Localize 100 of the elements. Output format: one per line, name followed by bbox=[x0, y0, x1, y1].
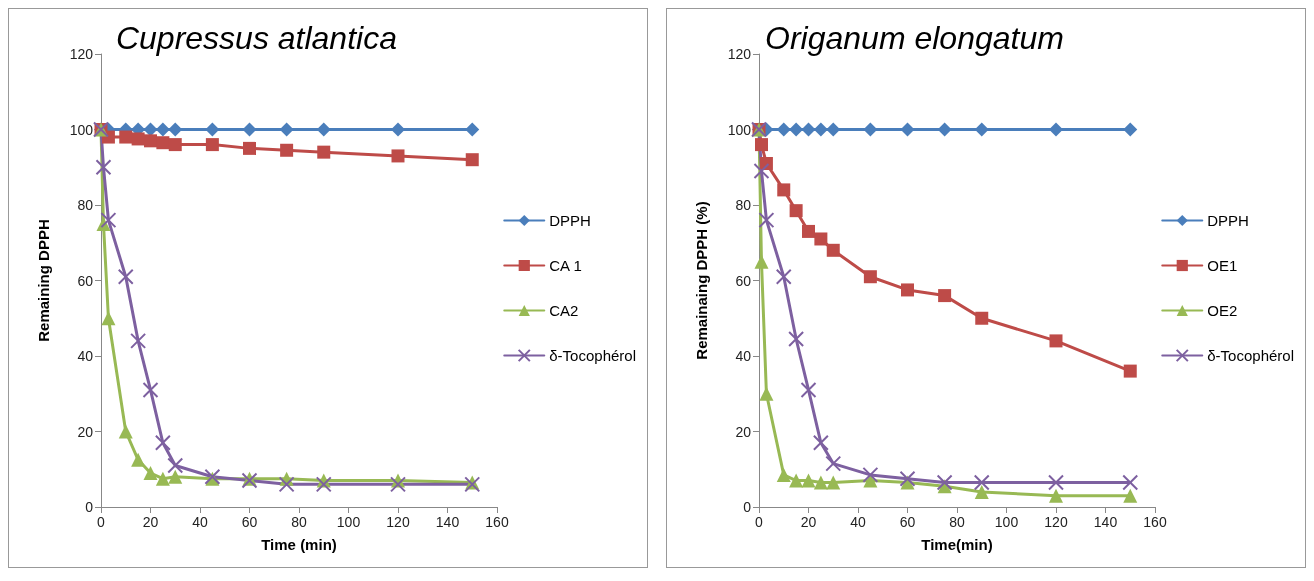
y-axis-title: Remaining DPPH bbox=[35, 219, 52, 342]
point bbox=[278, 476, 295, 493]
y-tick-label: 120 bbox=[727, 46, 752, 62]
point bbox=[1122, 474, 1139, 491]
point bbox=[1049, 122, 1063, 137]
point bbox=[826, 475, 841, 490]
point bbox=[863, 122, 878, 137]
point bbox=[465, 153, 479, 167]
y-tick-label: 100 bbox=[69, 121, 94, 138]
legend-label: DPPH bbox=[1207, 212, 1249, 229]
x-tick-label: 0 bbox=[97, 514, 106, 530]
point bbox=[974, 122, 989, 137]
point bbox=[118, 424, 133, 439]
point bbox=[317, 145, 331, 159]
y-tick-label: 40 bbox=[77, 348, 94, 364]
point bbox=[862, 466, 879, 483]
point bbox=[117, 268, 134, 285]
point bbox=[776, 122, 791, 137]
point bbox=[1123, 488, 1138, 503]
point bbox=[1049, 488, 1063, 503]
x-tick-label: 120 bbox=[386, 514, 410, 530]
point bbox=[759, 386, 774, 401]
point bbox=[901, 283, 914, 297]
point bbox=[242, 122, 257, 137]
point bbox=[814, 232, 828, 246]
point bbox=[1123, 122, 1138, 137]
y-tick-label: 80 bbox=[77, 197, 94, 213]
chart-title: Cupressus atlantica bbox=[115, 20, 397, 56]
x-axis-title: Time(min) bbox=[921, 536, 993, 553]
point bbox=[801, 473, 816, 488]
point bbox=[789, 122, 804, 137]
point bbox=[144, 134, 157, 148]
legend-label: δ-Tocophérol bbox=[1207, 347, 1295, 364]
legend-label: δ-Tocophérol bbox=[549, 347, 637, 364]
point bbox=[1123, 364, 1137, 378]
point bbox=[131, 452, 146, 467]
point bbox=[754, 138, 768, 152]
x-tick-label: 140 bbox=[435, 514, 460, 530]
point bbox=[391, 149, 405, 163]
x-axis-title: Time (min) bbox=[261, 536, 337, 553]
point bbox=[973, 474, 990, 491]
legend-label: CA2 bbox=[549, 302, 579, 319]
x-tick-label: 20 bbox=[800, 514, 817, 530]
point bbox=[280, 143, 294, 157]
point bbox=[826, 122, 841, 137]
y-tick-label: 80 bbox=[735, 197, 752, 213]
point bbox=[801, 122, 816, 137]
legend-label: OE2 bbox=[1207, 302, 1238, 319]
point bbox=[789, 473, 804, 488]
point bbox=[776, 467, 791, 482]
point bbox=[156, 136, 170, 150]
x-tick-label: 60 bbox=[241, 514, 258, 530]
point bbox=[279, 122, 294, 137]
point bbox=[205, 122, 220, 137]
point bbox=[315, 476, 332, 493]
point bbox=[465, 122, 480, 137]
point bbox=[754, 254, 769, 269]
y-tick-label: 20 bbox=[77, 423, 94, 440]
point bbox=[826, 243, 840, 257]
point bbox=[813, 475, 828, 490]
point bbox=[243, 141, 256, 155]
point bbox=[155, 122, 170, 137]
point bbox=[142, 381, 159, 398]
point bbox=[777, 183, 791, 197]
legend-label: CA 1 bbox=[549, 257, 582, 274]
point bbox=[96, 216, 111, 231]
y-tick-label: 0 bbox=[743, 499, 752, 515]
y-axis-title: Remainaing DPPH (%) bbox=[693, 201, 710, 360]
point bbox=[100, 212, 117, 229]
point bbox=[789, 204, 803, 218]
point bbox=[167, 457, 184, 474]
x-tick-label: 80 bbox=[949, 514, 965, 530]
x-tick-label: 160 bbox=[1143, 514, 1167, 530]
y-tick-label: 60 bbox=[735, 272, 752, 289]
y-tick-label: 100 bbox=[727, 121, 752, 138]
y-tick-label: 60 bbox=[77, 272, 94, 289]
point bbox=[753, 163, 770, 180]
x-tick-label: 100 bbox=[336, 514, 361, 530]
point bbox=[95, 159, 112, 176]
legend-label: OE1 bbox=[1207, 257, 1238, 274]
x-tick-label: 80 bbox=[291, 514, 307, 530]
legend-label: DPPH bbox=[549, 212, 591, 229]
x-tick-label: 0 bbox=[755, 514, 764, 530]
y-tick-label: 0 bbox=[85, 499, 94, 515]
x-tick-label: 40 bbox=[850, 514, 866, 530]
point bbox=[974, 484, 989, 499]
point bbox=[391, 122, 405, 137]
point bbox=[825, 455, 842, 472]
point bbox=[168, 122, 183, 137]
point bbox=[975, 311, 989, 325]
point bbox=[1048, 474, 1064, 491]
point bbox=[143, 466, 158, 481]
point bbox=[802, 224, 815, 238]
point bbox=[813, 122, 828, 137]
x-tick-label: 120 bbox=[1044, 514, 1068, 530]
point bbox=[900, 122, 915, 137]
x-tick-label: 160 bbox=[485, 514, 509, 530]
y-tick-label: 120 bbox=[69, 46, 94, 62]
point bbox=[812, 434, 829, 451]
point bbox=[168, 469, 183, 484]
